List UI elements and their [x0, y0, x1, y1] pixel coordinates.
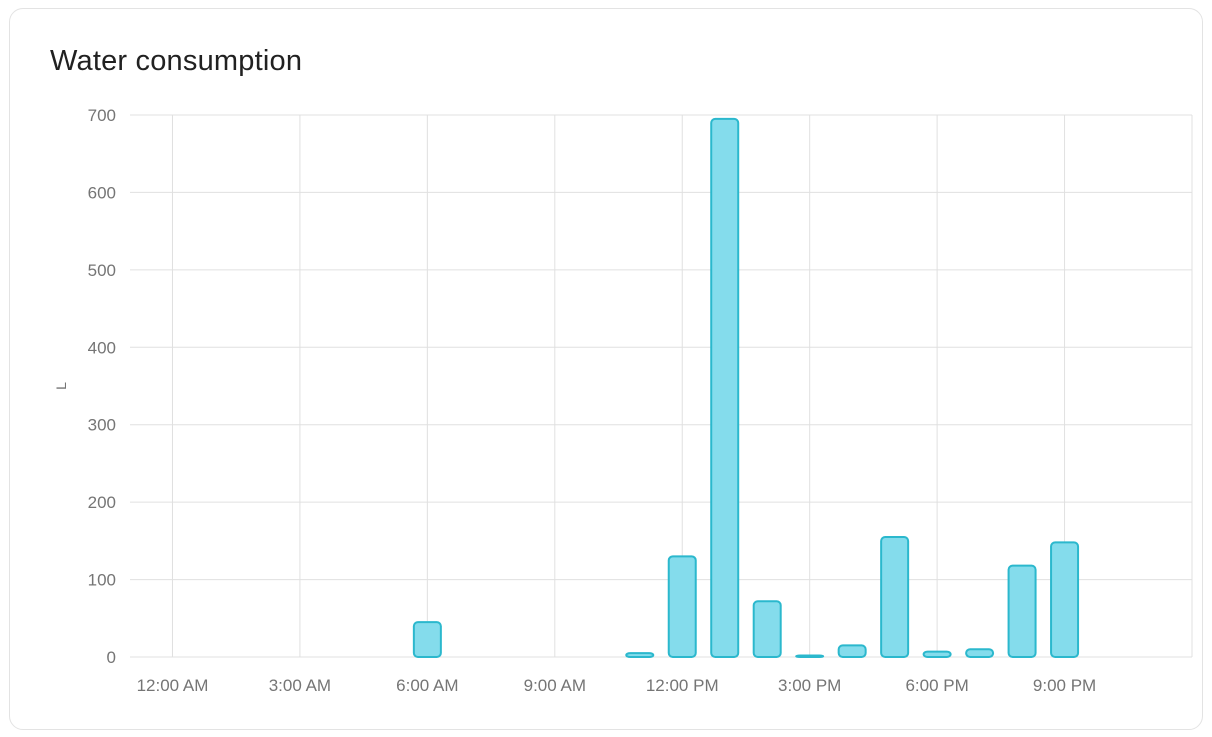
consumption-bar[interactable] — [412, 621, 442, 659]
x-tick-label: 12:00 AM — [137, 676, 209, 695]
y-tick-label: 600 — [88, 183, 116, 202]
y-tick-label: 300 — [88, 416, 116, 435]
consumption-bar[interactable] — [795, 654, 825, 658]
x-tick-label: 6:00 PM — [905, 676, 968, 695]
x-tick-label: 9:00 PM — [1033, 676, 1096, 695]
x-tick-label: 3:00 PM — [778, 676, 841, 695]
consumption-bar[interactable] — [880, 535, 910, 658]
x-tick-label: 3:00 AM — [269, 676, 331, 695]
y-axis-label: L — [53, 382, 69, 390]
y-tick-label: 500 — [88, 261, 116, 280]
x-tick-label: 9:00 AM — [524, 676, 586, 695]
consumption-bar[interactable] — [625, 652, 655, 659]
water-consumption-card: Water consumption 0 100 200 300 400 500 600 700… — [9, 8, 1203, 730]
x-tick-label: 12:00 PM — [646, 676, 719, 695]
consumption-bar[interactable] — [667, 555, 697, 659]
consumption-bar[interactable] — [922, 650, 952, 659]
consumption-bar[interactable] — [1007, 564, 1037, 658]
consumption-bar[interactable] — [965, 648, 995, 658]
y-tick-label: 400 — [88, 338, 116, 357]
y-tick-label: 700 — [88, 106, 116, 125]
card-title: Water consumption — [50, 45, 303, 77]
consumption-bar[interactable] — [837, 644, 867, 659]
consumption-bar[interactable] — [710, 117, 740, 659]
y-tick-label: 0 — [107, 648, 116, 667]
water-consumption-chart-svg: 0 100 200 300 400 500 600 700 L 12:00 AM 3:00 AM 6:… — [53, 106, 1193, 695]
x-tick-label: 6:00 AM — [396, 676, 458, 695]
y-tick-label: 200 — [88, 493, 116, 512]
consumption-bar[interactable] — [752, 600, 782, 659]
consumption-bar[interactable] — [1050, 541, 1080, 658]
y-tick-label: 100 — [88, 571, 116, 590]
water-consumption-chart: 0 100 200 300 400 500 600 700 L 12:00 AM 3:00 AM 6:… — [20, 105, 1196, 715]
